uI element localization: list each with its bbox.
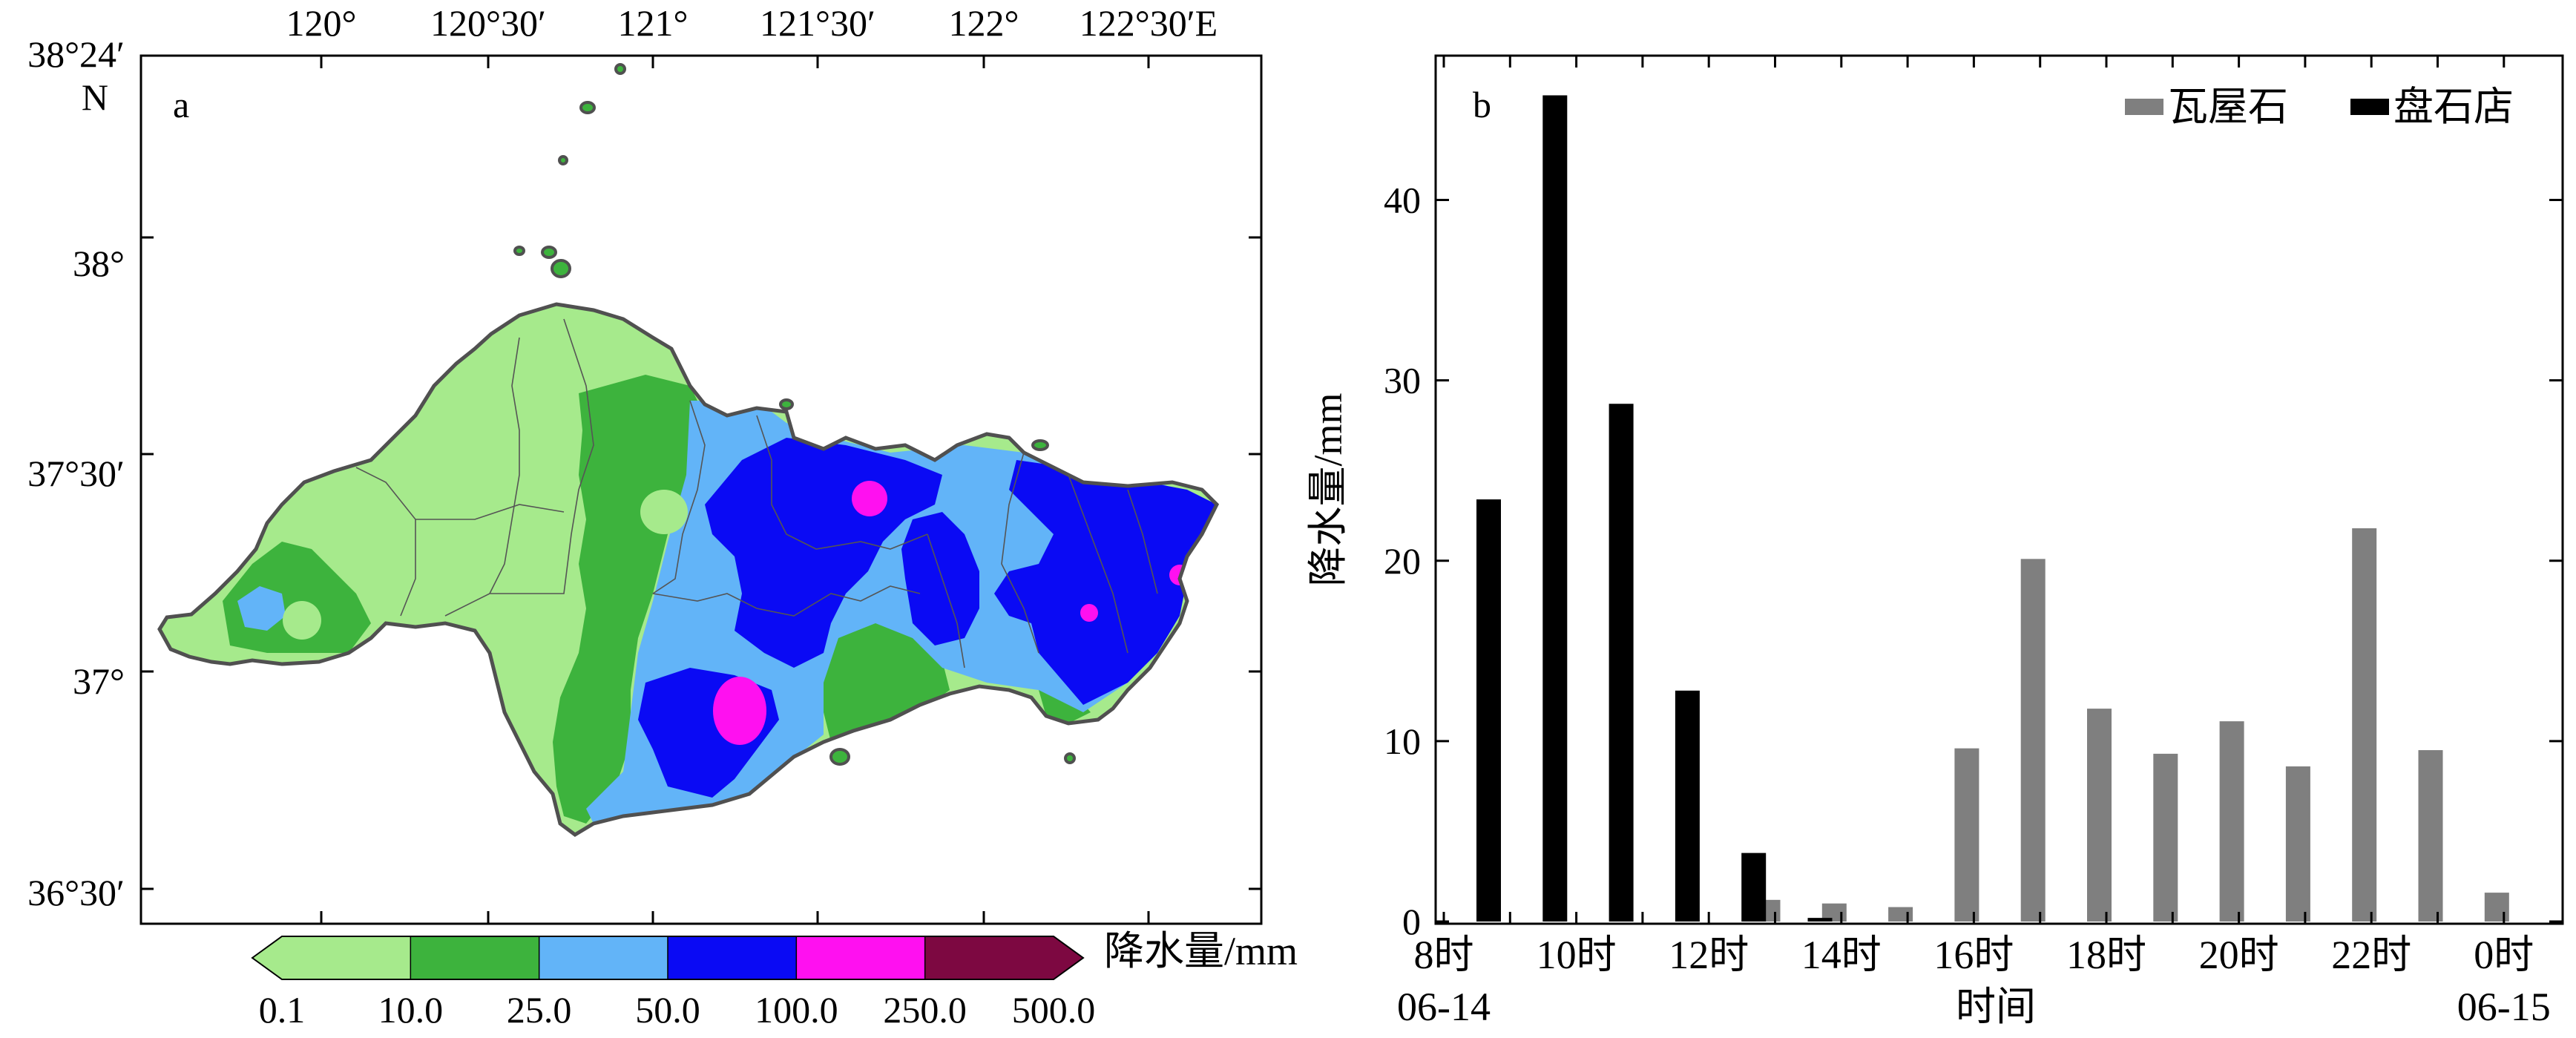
- bar-panshidian: [1741, 853, 1767, 922]
- x-tick-label: 8时: [1414, 933, 1474, 977]
- precip-band-0.1-10: [640, 490, 688, 534]
- map-left-tick-label: 38°24′: [27, 33, 125, 75]
- x-tick-label: 0时: [2474, 933, 2534, 977]
- y-tick-label: 10: [1384, 720, 1421, 762]
- bar-wawushi: [2153, 753, 2178, 922]
- bar-panshidian: [1807, 918, 1833, 922]
- map-top-ticks: [141, 56, 1261, 924]
- x-tick-label: 22时: [2331, 933, 2411, 977]
- colorbar-tick-label: 10.0: [378, 989, 444, 1031]
- panel-a-map: 120° 120°30′ 121° 121°30′ 122° 122°30′E …: [27, 2, 1298, 1031]
- colorbar-max-arrow: [1054, 936, 1083, 979]
- x-date-label: 06-14: [1397, 985, 1491, 1029]
- bar-wawushi: [2484, 893, 2509, 922]
- map-top-tick-labels: 120° 120°30′ 121° 121°30′ 122° 122°30′E: [286, 2, 1218, 44]
- x-tick-label: 12时: [1669, 933, 1749, 977]
- bar-panshidian: [1476, 499, 1501, 922]
- colorbar-tick-label: 50.0: [635, 989, 700, 1031]
- bar-wawushi: [2020, 559, 2046, 922]
- bar-wawushi: [1954, 748, 1979, 922]
- colorbar-tick-label: 500.0: [1012, 989, 1096, 1031]
- chart-frame: [1434, 54, 2564, 925]
- colorbar-tick-label: 25.0: [507, 989, 572, 1031]
- bar-wawushi: [2418, 750, 2443, 922]
- panel-b-label: b: [1473, 84, 1491, 125]
- panel-b-bar-chart: 0 10 20 30 40 8时 10时 12时 14时 16时 18时 20时 22时 0时 06-14…: [1306, 54, 2564, 1029]
- map-top-tick-label: 121°: [618, 2, 689, 44]
- colorbar-tick-label: 100.0: [755, 989, 838, 1031]
- x-tick-label: 10时: [1537, 933, 1617, 977]
- map-left-tick-label: 36°30′: [27, 872, 125, 913]
- y-tick-label: 0: [1402, 901, 1421, 942]
- colorbar-band: [924, 936, 1054, 979]
- map-left-tick-label: 37°30′: [27, 453, 125, 494]
- county-boundaries: [355, 318, 1158, 669]
- colorbar: 0.1 10.0 25.0 50.0 100.0 250.0 500.0 降水量/mm: [251, 929, 1298, 1031]
- legend-label-panshidian: 盘石店: [2393, 85, 2514, 129]
- precip-band-0.1-10: [283, 601, 321, 640]
- map-left-tick-label: N: [82, 76, 108, 118]
- colorbar-tick-label: 250.0: [883, 989, 967, 1031]
- colorbar-band: [796, 936, 925, 979]
- precip-band-100-250: [852, 481, 887, 516]
- legend-swatch-wawushi: [2125, 99, 2163, 115]
- map-top-tick-label: 120°30′: [430, 2, 546, 44]
- bar-wawushi: [2352, 528, 2377, 922]
- legend-label-wawushi: 瓦屋石: [2168, 85, 2288, 129]
- colorbar-band: [282, 936, 411, 979]
- bars: [1476, 95, 2509, 922]
- x-date-label: 06-15: [2457, 985, 2551, 1029]
- x-tick-label: 20时: [2199, 933, 2279, 977]
- y-tick-label: 20: [1384, 540, 1421, 582]
- map-top-tick-label: 122°30′E: [1080, 2, 1218, 44]
- colorbar-tick-label: 0.1: [259, 989, 306, 1031]
- colorbar-band: [668, 936, 797, 979]
- map-left-tick-label: 37°: [73, 660, 125, 702]
- map-left-tick-labels: 38°24′ N 38° 37°30′ 37° 36°30′: [27, 33, 125, 913]
- y-tick-label: 30: [1384, 360, 1421, 401]
- y-axis: 0 10 20 30 40: [1384, 180, 2563, 942]
- bar-wawushi: [2087, 709, 2112, 922]
- colorbar-title: 降水量/mm: [1104, 929, 1298, 973]
- colorbar-band: [539, 936, 668, 979]
- bar-panshidian: [1542, 95, 1568, 922]
- bar-panshidian: [1609, 404, 1634, 922]
- precip-band-50-100: [994, 460, 1217, 705]
- bar-wawushi: [2285, 766, 2310, 922]
- map-top-tick-label: 122°: [949, 2, 1019, 44]
- bar-wawushi: [2219, 721, 2244, 922]
- islands: [513, 63, 1076, 766]
- x-axis-title: 时间: [1956, 985, 2036, 1029]
- bar-panshidian: [1675, 690, 1700, 922]
- precip-band-100-250: [1080, 604, 1098, 622]
- x-tick-label: 14时: [1801, 933, 1882, 977]
- y-tick-label: 40: [1384, 180, 1421, 221]
- legend-swatch-panshidian: [2350, 99, 2389, 115]
- map-top-tick-label: 121°30′: [760, 2, 875, 44]
- y-axis-title: 降水量/mm: [1306, 392, 1350, 586]
- colorbar-labels: 0.1 10.0 25.0 50.0 100.0 250.0 500.0: [259, 989, 1096, 1031]
- precip-band-25-50: [237, 586, 286, 631]
- precip-band-10-25: [553, 375, 705, 824]
- colorbar-bands: [251, 936, 1085, 980]
- colorbar-outline: [251, 936, 1085, 980]
- colorbar-min-arrow: [252, 936, 282, 979]
- panel-a-label: a: [173, 84, 189, 125]
- x-tick-label: 18时: [2066, 933, 2146, 977]
- legend: 瓦屋石 盘石店: [2125, 85, 2514, 129]
- map-top-tick-label: 120°: [286, 2, 357, 44]
- colorbar-band: [410, 936, 539, 979]
- precip-band-50-100: [901, 512, 979, 646]
- bar-wawushi: [1888, 907, 1913, 922]
- x-axis: 8时 10时 12时 14时 16时 18时 20时 22时 0时 06-14 06-15: [1397, 56, 2551, 1029]
- map-left-tick-label: 38°: [73, 243, 125, 284]
- precip-band-100-250: [713, 677, 766, 745]
- x-tick-label: 16时: [1933, 933, 2014, 977]
